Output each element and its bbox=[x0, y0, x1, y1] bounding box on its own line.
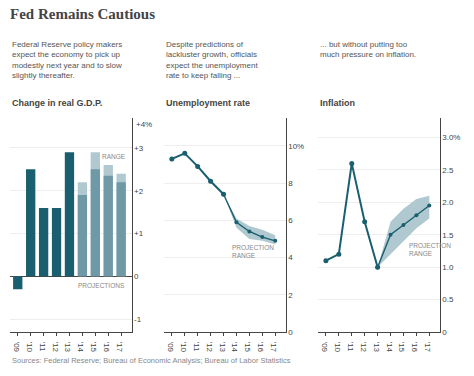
svg-text:2: 2 bbox=[288, 291, 293, 300]
svg-text:'16: '16 bbox=[410, 342, 419, 353]
svg-text:'09: '09 bbox=[320, 342, 329, 353]
svg-text:2.5: 2.5 bbox=[442, 166, 454, 175]
svg-text:'11: '11 bbox=[38, 342, 47, 352]
svg-text:+1: +1 bbox=[134, 229, 144, 238]
svg-text:'16: '16 bbox=[102, 342, 111, 353]
svg-text:'17: '17 bbox=[115, 342, 124, 353]
svg-text:'14: '14 bbox=[230, 342, 239, 353]
svg-text:'14: '14 bbox=[385, 342, 394, 353]
svg-text:'12: '12 bbox=[205, 342, 214, 353]
svg-text:2.0: 2.0 bbox=[442, 198, 454, 207]
svg-text:Fed Remains Cautious: Fed Remains Cautious bbox=[10, 6, 155, 22]
svg-text:'09: '09 bbox=[12, 342, 21, 353]
svg-text:0.5: 0.5 bbox=[442, 295, 454, 304]
svg-text:Change in real G.D.P.: Change in real G.D.P. bbox=[12, 98, 102, 108]
svg-text:'12: '12 bbox=[51, 342, 60, 353]
svg-text:0: 0 bbox=[288, 328, 293, 337]
svg-text:'12: '12 bbox=[359, 342, 368, 353]
svg-text:-1: -1 bbox=[134, 315, 142, 324]
svg-text:'17: '17 bbox=[269, 342, 278, 353]
svg-text:'10: '10 bbox=[179, 342, 188, 353]
svg-text:'13: '13 bbox=[63, 342, 72, 353]
svg-text:0: 0 bbox=[442, 328, 447, 337]
svg-text:'14: '14 bbox=[76, 342, 85, 353]
svg-text:4: 4 bbox=[288, 253, 293, 262]
svg-text:Unemployment rate: Unemployment rate bbox=[166, 98, 250, 108]
svg-text:0: 0 bbox=[134, 272, 139, 281]
svg-text:Federal Reserve policy makerse: Federal Reserve policy makersexpect the … bbox=[12, 40, 122, 80]
svg-text:'09: '09 bbox=[166, 342, 175, 353]
svg-text:8: 8 bbox=[288, 179, 293, 188]
svg-text:'17: '17 bbox=[423, 342, 432, 353]
svg-text:PROJECTIONRANGE: PROJECTIONRANGE bbox=[409, 242, 451, 257]
svg-text:'10: '10 bbox=[333, 342, 342, 353]
svg-text:1.5: 1.5 bbox=[442, 231, 454, 240]
svg-text:'13: '13 bbox=[372, 342, 381, 353]
svg-text:10%: 10% bbox=[288, 142, 304, 151]
svg-text:PROJECTIONS: PROJECTIONS bbox=[78, 282, 125, 289]
svg-text:Inflation: Inflation bbox=[320, 98, 355, 108]
svg-text:'11: '11 bbox=[346, 342, 355, 352]
svg-text:+2: +2 bbox=[134, 187, 144, 196]
svg-text:'15: '15 bbox=[89, 342, 98, 353]
svg-text:6: 6 bbox=[288, 216, 293, 225]
svg-text:Sources: Federal Reserve; Bure: Sources: Federal Reserve; Bureau of Econ… bbox=[12, 356, 291, 365]
svg-text:1.0: 1.0 bbox=[442, 263, 454, 272]
svg-text:3.0%: 3.0% bbox=[442, 133, 460, 142]
svg-text:RANGE: RANGE bbox=[102, 153, 126, 160]
svg-text:+3: +3 bbox=[134, 144, 144, 153]
svg-text:'15: '15 bbox=[397, 342, 406, 353]
svg-text:'15: '15 bbox=[243, 342, 252, 353]
svg-text:... but without putting toomuc: ... but without putting toomuch pressure… bbox=[320, 40, 416, 59]
svg-text:'11: '11 bbox=[192, 342, 201, 352]
svg-text:'10: '10 bbox=[25, 342, 34, 353]
svg-text:'16: '16 bbox=[256, 342, 265, 353]
svg-text:+4%: +4% bbox=[136, 120, 152, 129]
svg-text:'13: '13 bbox=[218, 342, 227, 353]
svg-text:Despite predictions oflacklust: Despite predictions oflackluster growth,… bbox=[166, 40, 258, 80]
svg-text:PROJECTIONRANGE: PROJECTIONRANGE bbox=[232, 244, 274, 259]
